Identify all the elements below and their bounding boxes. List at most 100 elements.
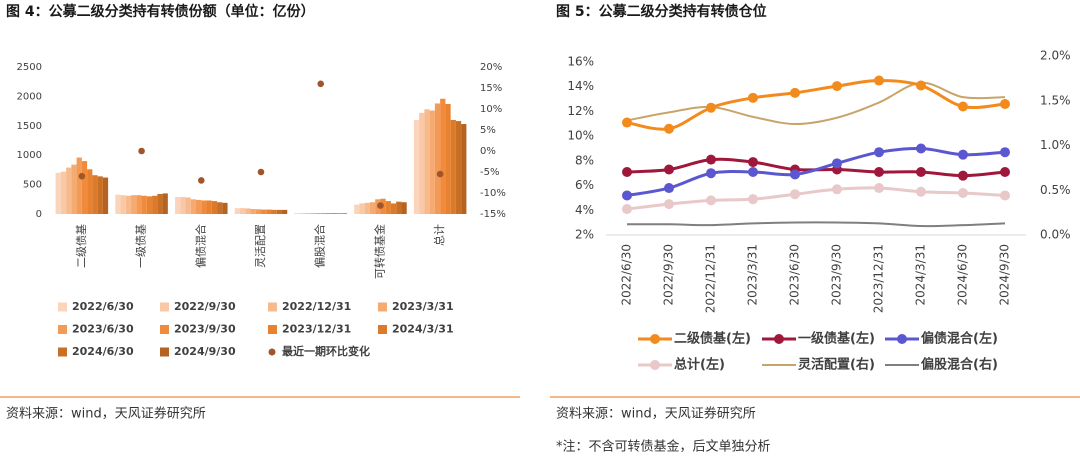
y-tick-label: 6% [575, 178, 594, 192]
y2-tick-label: 0.5% [1040, 183, 1071, 197]
bar [222, 202, 228, 214]
dot [197, 177, 205, 184]
point [874, 166, 884, 177]
point [958, 170, 968, 181]
point [664, 183, 674, 194]
y-tick-label: 0 [36, 209, 42, 220]
x-tick-label: 2023/3/31 [746, 244, 760, 306]
point [748, 194, 758, 205]
x-tick-label: 偏债混合 [193, 224, 207, 268]
y-tick-label: 10% [567, 129, 594, 143]
bar [60, 171, 67, 214]
y2-tick-label: 2.0% [1040, 49, 1071, 63]
point [622, 204, 632, 215]
point [664, 123, 674, 134]
legend-marker [160, 302, 169, 312]
y2-tick-label: -15% [480, 209, 506, 220]
x-tick-label: 总计 [432, 224, 446, 246]
legend-label: 2024/6/30 [72, 345, 134, 358]
legend-label: 2023/6/30 [72, 323, 134, 336]
bar [245, 208, 251, 214]
bar [364, 202, 370, 214]
dot [257, 168, 265, 176]
y-tick-label: 12% [567, 104, 594, 118]
bar [81, 161, 88, 214]
point [748, 92, 758, 103]
bar [385, 201, 391, 214]
bar [461, 124, 467, 214]
bar [276, 209, 283, 214]
y-tick-label: 8% [575, 153, 594, 167]
y-tick-label: 1500 [17, 121, 42, 132]
legend-label: 2022/12/31 [282, 300, 351, 313]
legend-marker [160, 325, 169, 334]
point [790, 169, 800, 180]
bar [206, 200, 212, 214]
legend-label: 2022/9/30 [174, 300, 236, 313]
y2-tick-label: 20% [480, 62, 502, 73]
legend-label: 一级债基(左) [798, 331, 875, 347]
bar [294, 213, 300, 214]
point [790, 87, 800, 98]
legend-marker [268, 325, 277, 334]
legend-marker [58, 347, 67, 357]
legend-label: 最近一期环比变化 [282, 344, 370, 358]
point [874, 183, 884, 194]
point [916, 80, 926, 91]
y-tick-label: 4% [575, 203, 594, 217]
x-tick-label: 灵活配置 [254, 224, 267, 268]
bar [299, 213, 305, 214]
chart-title: 图 4：公募二级分类持有转债份额（单位：亿份） [6, 3, 315, 20]
y2-tick-label: -10% [480, 188, 506, 199]
bar [450, 119, 456, 214]
point [748, 157, 758, 168]
bar [325, 213, 332, 214]
bar [185, 197, 191, 214]
legend-label: 2024/3/31 [392, 323, 454, 336]
legend-marker [897, 334, 907, 344]
point [1000, 190, 1010, 201]
bar [440, 98, 446, 214]
bar [76, 157, 82, 214]
bar [141, 195, 147, 214]
legend-marker [650, 334, 660, 344]
bar [125, 195, 132, 214]
bar [341, 213, 347, 214]
point [622, 117, 632, 128]
point [664, 164, 674, 175]
bar [190, 199, 197, 214]
bar [217, 202, 223, 214]
bar [180, 196, 186, 214]
bar [336, 213, 342, 214]
point [1000, 99, 1010, 110]
bar [196, 199, 202, 214]
bar [413, 119, 420, 214]
x-tick-label: 偏股混合 [313, 224, 327, 268]
x-tick-label: 2022/6/30 [620, 244, 634, 306]
bar [255, 209, 261, 214]
point [832, 184, 842, 195]
point [958, 101, 968, 112]
bar [424, 109, 430, 214]
point [748, 166, 758, 177]
bar [201, 200, 207, 214]
point [706, 195, 716, 206]
x-tick-label: 可转债基金 [372, 224, 386, 279]
legend-label: 2023/3/31 [392, 300, 454, 313]
line [626, 157, 1006, 178]
bar [102, 177, 109, 214]
legend-marker [774, 334, 784, 344]
x-tick-label: 2024/3/31 [914, 244, 928, 306]
point [958, 149, 968, 160]
y2-tick-label: -5% [480, 167, 499, 178]
y2-tick-label: 0% [480, 146, 496, 157]
point [706, 102, 716, 113]
point [916, 143, 926, 154]
bar [271, 209, 277, 214]
bar [455, 121, 462, 214]
point [832, 81, 842, 92]
bar [396, 201, 402, 214]
bar [175, 196, 181, 214]
